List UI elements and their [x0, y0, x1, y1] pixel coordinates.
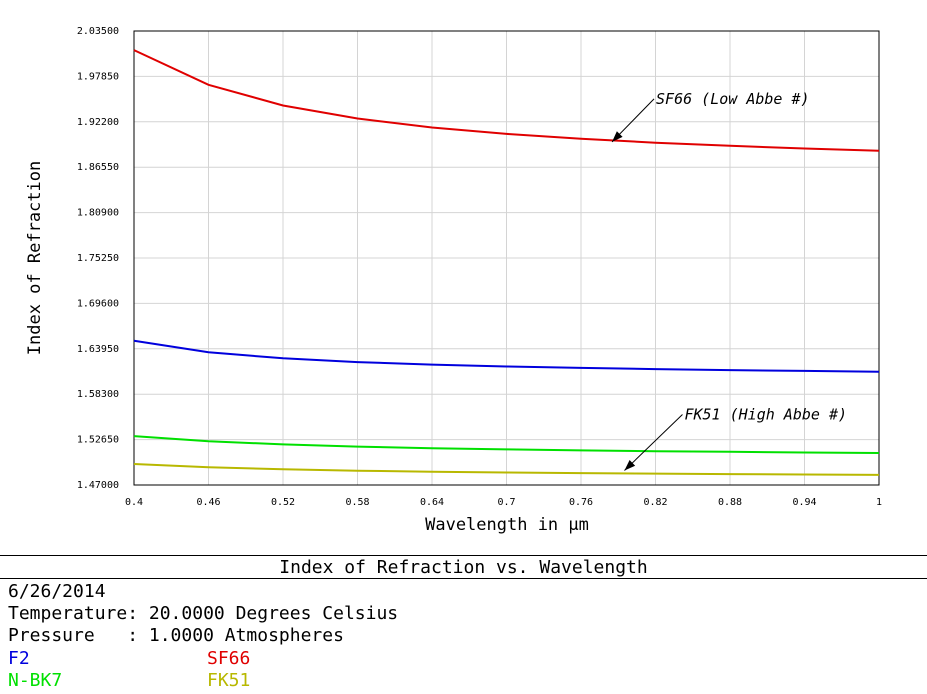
legend-item-n-bk7: N-BK7: [8, 670, 63, 691]
x-tick-label: 0.88: [718, 497, 742, 508]
info-temperature: Temperature: 20.0000 Degrees Celsius: [8, 603, 399, 624]
annotation-arrow-head: [624, 460, 636, 471]
series-line-sf66: [133, 49, 880, 152]
series-group: [133, 49, 880, 476]
series-line-fk51: [133, 463, 880, 476]
divider-bottom: [0, 578, 927, 579]
x-tick-label: 0.52: [271, 497, 295, 508]
legend-item-fk51: FK51: [207, 670, 251, 691]
plot-area-frame: [133, 30, 880, 486]
y-tick-label: 1.86550: [77, 162, 119, 173]
y-tick-label: 1.52650: [77, 435, 119, 446]
x-tick-label: 0.76: [569, 497, 593, 508]
annotation-arrow-line: [624, 414, 683, 471]
series-line-n-bk7: [133, 435, 880, 454]
x-tick-label: 0.64: [420, 497, 444, 508]
x-ticks: 0.4 0.46 0.52 0.58 0.64 0.7 0.76 0.82 0.88 0.94 1: [125, 497, 882, 508]
x-tick-label: 0.7: [497, 497, 515, 508]
legend-item-sf66: SF66: [207, 648, 251, 669]
y-axis-label: Index of Refraction: [25, 161, 45, 355]
x-tick-label: 0.82: [643, 497, 667, 508]
x-tick-label: 0.94: [792, 497, 816, 508]
x-tick-label: 0.46: [196, 497, 220, 508]
y-tick-label: 1.63950: [77, 344, 119, 355]
legend-item-f2: F2: [8, 648, 30, 669]
annotation-label: FK51 (High Abbe #): [684, 406, 847, 424]
divider-top: [0, 555, 927, 556]
chart: 0.4 0.46 0.52 0.58 0.64 0.7 0.76 0.82 0.88 0.94 1 …: [25, 26, 882, 535]
y-tick-label: 1.75250: [77, 253, 119, 264]
y-tick-label: 2.03500: [77, 26, 119, 37]
series-line-f2: [133, 339, 880, 373]
y-tick-label: 1.58300: [77, 389, 119, 400]
x-tick-label: 1: [876, 497, 882, 508]
y-tick-label: 1.47000: [77, 480, 119, 491]
y-ticks: 2.03500 1.97850 1.92200 1.86550 1.80900 1.752…: [77, 26, 119, 491]
info-date: 6/26/2014: [8, 581, 106, 602]
y-tick-label: 1.97850: [77, 71, 119, 82]
info-title: Index of Refraction vs. Wavelength: [279, 557, 648, 578]
annotations: SF66 (Low Abbe #) FK51 (High Abbe #): [611, 90, 847, 471]
x-tick-label: 0.4: [125, 497, 143, 508]
info-pressure: Pressure : 1.0000 Atmospheres: [8, 625, 344, 646]
y-tick-label: 1.69600: [77, 298, 119, 309]
x-tick-label: 0.58: [345, 497, 369, 508]
annotation-label: SF66 (Low Abbe #): [656, 90, 810, 108]
x-axis-label: Wavelength in µm: [425, 515, 589, 535]
annotation-arrow-head: [612, 131, 623, 142]
y-tick-label: 1.80900: [77, 208, 119, 219]
y-tick-label: 1.92200: [77, 117, 119, 128]
